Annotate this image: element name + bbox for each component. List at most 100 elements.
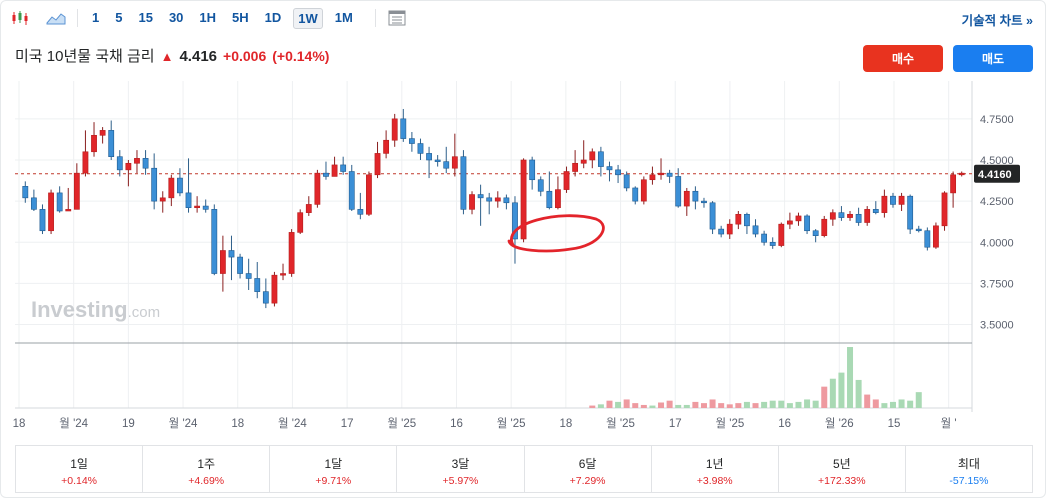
timeframe-1d[interactable]: 1D — [264, 9, 282, 25]
volume-bar — [726, 404, 733, 408]
candle-body — [30, 197, 37, 210]
candle-body — [357, 209, 364, 215]
chart-toolbar: 1 5 15 30 1H 5H 1D 1W 1M 기술적 차트 » — [1, 1, 1045, 35]
perf-label: 최대 — [957, 457, 980, 471]
candle-body — [855, 213, 862, 223]
perf-cell-1d[interactable]: 1일 +0.14% — [16, 446, 144, 492]
timeframe-1m[interactable]: 1M — [334, 9, 353, 25]
volume-bar — [683, 404, 690, 408]
candle-body — [185, 192, 192, 209]
candle-body — [168, 177, 175, 199]
candle-body — [726, 223, 733, 235]
perf-label: 1달 — [324, 457, 343, 471]
price-chart[interactable]: 4.7500 4.5000 4.2500 4.0000 3.7500 3.5000 Inve… — [1, 81, 1045, 437]
perf-value: +172.33% — [818, 475, 866, 487]
perf-cell-1y[interactable]: 1년 +3.98% — [652, 446, 779, 492]
timeframe-1[interactable]: 1 — [92, 9, 100, 25]
candle-body — [744, 213, 750, 227]
candle-body — [692, 190, 699, 202]
perf-cell-max[interactable]: 최대 -57.15% — [906, 446, 1032, 492]
candle-body — [426, 153, 432, 161]
up-arrow-icon: ▲ — [160, 49, 174, 64]
candle-body — [701, 200, 707, 204]
technical-chart-link[interactable]: 기술적 차트 » — [961, 14, 1033, 28]
timeframe-30[interactable]: 30 — [168, 9, 184, 25]
volume-bar — [795, 401, 802, 408]
candle-body — [288, 232, 295, 274]
candle-body — [417, 143, 424, 154]
candle-body — [211, 209, 218, 274]
volume-bar — [743, 401, 750, 408]
volume-bar — [838, 372, 845, 408]
candle-body — [632, 187, 639, 202]
x-tick-label: 17 — [669, 418, 682, 430]
table-view-icon[interactable] — [386, 7, 408, 29]
candle-body — [39, 209, 46, 232]
candle-body — [881, 195, 888, 213]
investing-watermark: Investing.com — [31, 297, 160, 322]
perf-cell-1w[interactable]: 1주 +4.69% — [143, 446, 271, 492]
perf-value: +7.29% — [569, 475, 606, 487]
timeframe-1h[interactable]: 1H — [199, 9, 217, 25]
perf-label: 1주 — [197, 457, 216, 471]
candle-body — [374, 153, 381, 176]
candlestick-icon[interactable] — [9, 7, 31, 29]
candle-body — [812, 230, 819, 236]
candle-body — [297, 212, 304, 233]
candle-body — [503, 197, 510, 204]
candle-body — [460, 156, 467, 210]
timeframe-5h[interactable]: 5H — [232, 9, 249, 25]
x-tick-label: 월 '24 — [59, 417, 88, 430]
volume-bar — [735, 403, 742, 408]
x-tick-label: 18 — [231, 418, 244, 430]
instrument-name: 미국 10년물 국채 금리 — [15, 48, 155, 65]
y-tick-label: 3.5000 — [980, 320, 1014, 332]
candle-body — [366, 174, 372, 215]
candle-body — [262, 291, 269, 304]
perf-cell-1m[interactable]: 1달 +9.71% — [270, 446, 398, 492]
sell-button[interactable]: 매도 — [953, 45, 1033, 72]
volume-bar — [640, 404, 647, 408]
x-tick-label: 월 '25 — [716, 417, 745, 430]
x-tick-label: 월 '25 — [497, 417, 526, 430]
perf-cell-3m[interactable]: 3달 +5.97% — [397, 446, 525, 492]
x-tick-label: 월 '25 — [387, 417, 416, 430]
perf-cell-5y[interactable]: 5년 +172.33% — [779, 446, 906, 492]
timeframe-15[interactable]: 15 — [138, 9, 153, 25]
candle-body — [735, 213, 742, 225]
candle-body — [752, 225, 759, 235]
candle-body — [580, 159, 587, 164]
volume-bar — [675, 404, 682, 408]
x-tick-label: 15 — [888, 418, 901, 430]
candle-body — [151, 167, 158, 202]
volume-bar — [606, 400, 613, 408]
candle-body — [555, 189, 561, 209]
timeframe-1w[interactable]: 1W — [293, 7, 323, 29]
candle-body — [494, 197, 501, 202]
performance-table: 1일 +0.14% 1주 +4.69% 1달 +9.71% 3달 +5.97% … — [15, 445, 1033, 493]
volume-bar — [718, 403, 725, 408]
candle-body — [615, 169, 621, 176]
area-chart-icon[interactable] — [45, 7, 67, 29]
volume-bar — [623, 399, 630, 408]
x-tick-label: 19 — [122, 418, 135, 430]
candle-body — [718, 228, 725, 235]
volume-bar — [769, 400, 776, 408]
volume-bar — [829, 378, 836, 408]
instrument-price: 4.416 — [179, 48, 218, 65]
price-change-percent: (+0.14%) — [272, 48, 330, 64]
timeframe-5[interactable]: 5 — [115, 9, 123, 25]
perf-cell-6m[interactable]: 6달 +7.29% — [525, 446, 652, 492]
candle-body — [340, 164, 347, 172]
volume-bar — [692, 401, 699, 408]
candle-body — [116, 156, 123, 171]
candle-body — [91, 135, 97, 153]
volume-bar — [589, 405, 596, 408]
timeframe-list: 1 5 15 30 1H 5H 1D 1W 1M — [88, 7, 365, 29]
x-tick-label: 월 ' — [941, 417, 957, 430]
candle-body — [683, 190, 690, 207]
buy-button[interactable]: 매수 — [863, 45, 943, 72]
candle-body — [640, 179, 647, 202]
candle-body — [82, 151, 89, 174]
candle-body — [572, 162, 579, 172]
